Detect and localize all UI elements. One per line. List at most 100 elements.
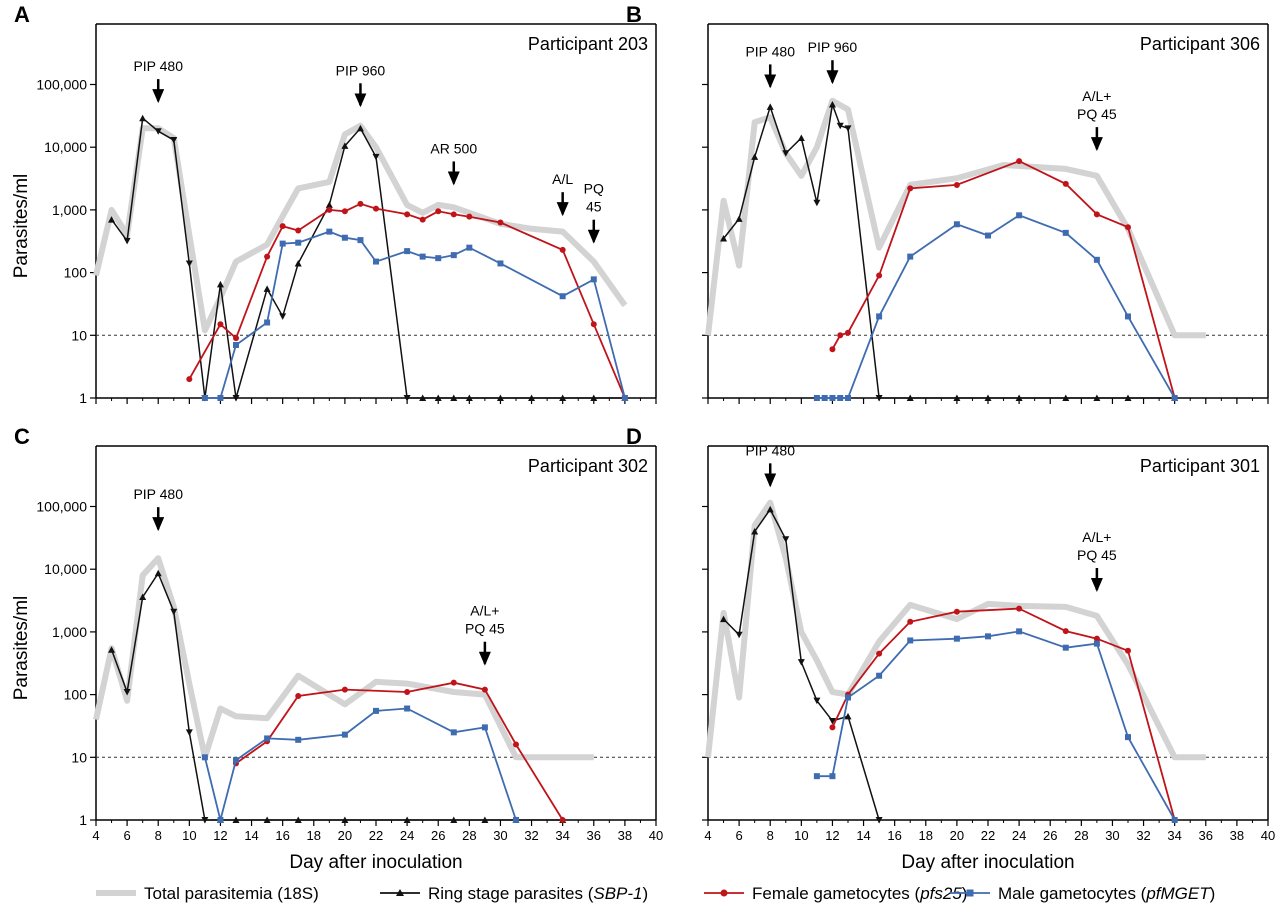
data-point-ring [590, 394, 598, 401]
x-tick-label: 18 [307, 828, 321, 843]
data-point-ring [813, 199, 821, 207]
x-tick-label: 34 [555, 828, 569, 843]
x-tick-label: 10 [182, 828, 196, 843]
data-point-male [217, 817, 224, 823]
data-point-female [590, 321, 597, 328]
series-line-female [831, 607, 1176, 821]
data-point-male [341, 234, 348, 241]
data-point-male [985, 232, 991, 239]
data-point-female [829, 724, 836, 731]
data-point-male [450, 729, 457, 736]
data-point-ring [782, 150, 790, 157]
data-point-ring [185, 729, 193, 736]
x-tick-label: 10 [794, 828, 808, 843]
x-tick-label: 28 [1074, 828, 1088, 843]
y-tick-label: 1,000 [52, 624, 87, 640]
annotation-label: PIP 480 [745, 43, 795, 59]
series-total [705, 499, 1206, 761]
data-point-male [829, 395, 836, 401]
data-point-male [821, 395, 828, 401]
series-female [829, 605, 1178, 823]
x-tick-label: 4 [92, 828, 99, 843]
x-tick-label: 30 [493, 828, 507, 843]
data-point-male [513, 817, 519, 823]
x-tick-label: 6 [123, 828, 130, 843]
data-point-female [1016, 158, 1023, 165]
data-point-female [953, 181, 960, 188]
data-point-male [953, 635, 960, 642]
treatment-annotation: A/L+ PQ 45 [465, 603, 505, 666]
x-tick-label: 34 [1167, 828, 1181, 843]
x-tick-label: 14 [244, 828, 258, 843]
x-tick-label: 20 [950, 828, 964, 843]
panel-title: Participant 302 [528, 456, 648, 476]
series-ring [720, 100, 1179, 402]
treatment-annotation: A/L [552, 171, 573, 217]
data-point-male [1125, 734, 1131, 741]
series-male [813, 212, 1178, 401]
data-point-ring [154, 128, 162, 135]
data-point-female [907, 618, 914, 625]
legend-item-female: Female gametocytes (pfs25) [704, 884, 967, 903]
annotation-label: PQ 45 [1077, 547, 1117, 563]
data-point-ring [1062, 394, 1070, 401]
data-point-female [435, 208, 442, 215]
data-point-ring [216, 280, 224, 288]
annotation-label: PQ 45 [465, 621, 505, 637]
panel-letter: D [626, 424, 642, 449]
data-point-ring [735, 215, 743, 222]
data-point-female [559, 246, 566, 253]
data-point-male [295, 736, 302, 743]
data-point-male [1093, 640, 1100, 647]
panel-d: D 4 6 8 10 12 14 16 18 20 22 24 26 28 30 32 34 36 38 40 Day … [626, 424, 1275, 873]
data-point-male [590, 276, 597, 283]
y-axis-label: Parasites/ml [11, 596, 32, 701]
series-female [186, 200, 628, 401]
data-point-male [217, 395, 224, 401]
legend-marker-male [966, 889, 974, 897]
y-tick-label: 100,000 [36, 77, 87, 93]
annotation-label: A/L+ [470, 603, 499, 619]
treatment-annotation: A/L+ PQ 45 [1077, 529, 1117, 592]
annotation-label: AR 500 [430, 140, 477, 156]
data-point-female [357, 200, 364, 207]
data-point-ring [828, 717, 836, 725]
x-tick-label: 40 [1261, 828, 1275, 843]
treatment-annotation: PIP 960 [336, 62, 385, 108]
data-point-ring [108, 216, 116, 223]
data-point-ring [875, 395, 883, 402]
data-point-ring [481, 816, 489, 823]
data-point-female [295, 227, 302, 234]
x-tick-label: 12 [213, 828, 227, 843]
series-line-total [93, 555, 594, 761]
x-tick-label: 40 [649, 828, 663, 843]
data-point-female [217, 321, 224, 328]
legend-label: Ring stage parasites (SBP-1) [428, 884, 648, 903]
x-axis-label: Day after inoculation [289, 852, 462, 873]
treatment-annotation: PIP 480 [745, 43, 795, 89]
data-point-female [1125, 647, 1131, 654]
treatment-annotation: A/L+ PQ 45 [1077, 88, 1117, 152]
data-point-ring [844, 125, 852, 132]
data-point-male [1062, 644, 1069, 651]
x-tick-label: 36 [1199, 828, 1213, 843]
data-point-male [264, 735, 271, 742]
data-point-ring [528, 394, 536, 401]
data-point-male [621, 395, 628, 401]
y-tick-label: 1,000 [52, 202, 87, 218]
data-point-female [876, 272, 883, 279]
x-tick-label: 8 [767, 828, 774, 843]
data-point-male [559, 293, 566, 300]
data-point-ring [341, 142, 349, 149]
data-point-female [953, 608, 960, 615]
legend-label: Total parasitemia (18S) [144, 884, 319, 903]
y-tick-label: 100 [64, 687, 88, 703]
data-point-ring [953, 394, 961, 401]
data-point-male [233, 342, 239, 349]
annotation-label: PIP 480 [133, 58, 183, 74]
y-tick-label: 100,000 [36, 499, 87, 515]
data-point-male [876, 672, 883, 679]
x-tick-label: 38 [618, 828, 632, 843]
data-point-male [435, 255, 442, 262]
series-line-ring [723, 101, 1175, 399]
